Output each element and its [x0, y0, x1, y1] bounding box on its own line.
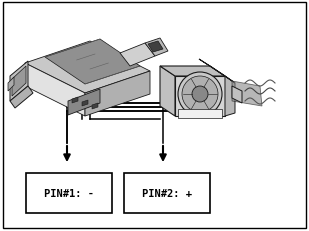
Polygon shape: [160, 67, 175, 116]
Polygon shape: [8, 78, 14, 92]
Circle shape: [182, 77, 218, 112]
Polygon shape: [232, 87, 242, 103]
Circle shape: [192, 87, 208, 103]
Polygon shape: [175, 77, 225, 116]
Polygon shape: [10, 87, 33, 109]
Polygon shape: [160, 67, 225, 77]
Polygon shape: [12, 67, 26, 97]
Polygon shape: [232, 82, 262, 106]
Bar: [26, 173, 112, 213]
Circle shape: [178, 73, 222, 116]
Polygon shape: [148, 42, 163, 53]
Text: PIN#1: -: PIN#1: -: [44, 188, 94, 198]
Polygon shape: [68, 90, 100, 116]
Polygon shape: [25, 64, 85, 116]
Text: PIN#2: +: PIN#2: +: [142, 188, 192, 198]
Polygon shape: [145, 39, 168, 57]
Polygon shape: [82, 100, 88, 106]
Polygon shape: [178, 109, 222, 119]
Polygon shape: [45, 40, 140, 85]
Polygon shape: [72, 97, 78, 103]
Polygon shape: [25, 42, 150, 94]
Polygon shape: [10, 62, 28, 102]
Polygon shape: [120, 44, 155, 67]
Polygon shape: [85, 72, 150, 116]
Polygon shape: [225, 77, 235, 116]
Polygon shape: [92, 103, 98, 109]
Polygon shape: [199, 60, 235, 84]
Bar: [124, 173, 210, 213]
